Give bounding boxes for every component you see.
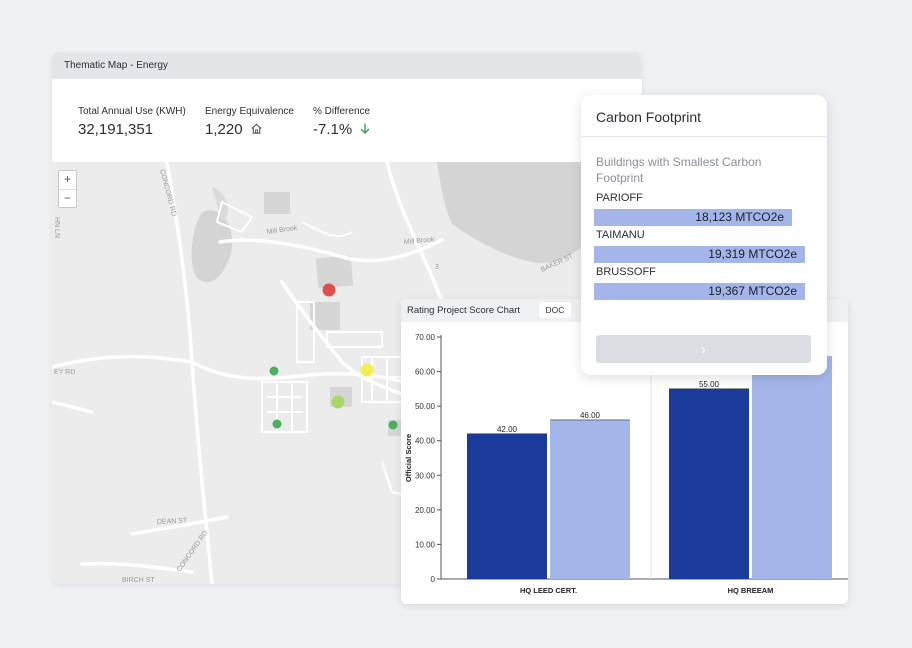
metric-percent-difference: % Difference -7.1% (313, 106, 371, 138)
street-label: BIRCH ST (122, 577, 155, 584)
map-marker-green[interactable] (388, 420, 398, 430)
metric-energy-equivalence: Energy Equivalence 1,220 (205, 106, 294, 138)
bar (550, 419, 630, 579)
category-label: HQ LEED CERT. (520, 586, 577, 595)
street-label: HN LN (53, 217, 60, 238)
map-title: Thematic Map - Energy (64, 60, 168, 71)
map-marker-yellow[interactable] (360, 363, 374, 377)
y-tick-label: 40.00 (415, 437, 436, 446)
street-label: DEAN ST (157, 517, 188, 526)
map-marker-light-green[interactable] (331, 395, 345, 409)
building-bar: 18,123 MTCO2e (594, 209, 792, 226)
metric-value: -7.1% (313, 121, 353, 138)
street-label: 3 (435, 264, 439, 271)
data-label: 42.00 (497, 425, 518, 434)
home-icon (251, 123, 262, 134)
y-tick-label: 60.00 (415, 368, 436, 377)
y-axis-label: Official Score (404, 434, 413, 482)
doc-button[interactable]: DOC (539, 302, 571, 318)
y-tick-label: 30.00 (415, 471, 436, 480)
zoom-in-button[interactable]: + (59, 171, 76, 190)
metric-value: 1,220 (205, 121, 243, 138)
metric-label: Total Annual Use (KWH) (78, 106, 186, 117)
bar (752, 356, 832, 579)
map-marker-green[interactable] (269, 366, 279, 376)
street-label: Mill Brook (266, 225, 298, 236)
building-name: BRUSSOFF (596, 266, 656, 278)
carbon-footprint-panel: Carbon Footprint Buildings with Smallest… (581, 95, 827, 375)
y-tick-label: 0 (431, 575, 436, 584)
street-label: Mill Brook (404, 236, 436, 246)
building-name: PARIOFF (596, 192, 643, 204)
map-header: Thematic Map - Energy (52, 52, 642, 79)
bar (669, 388, 749, 579)
map-marker-green[interactable] (272, 419, 282, 429)
building-bar: 19,319 MTCO2e (594, 246, 805, 263)
next-button[interactable]: › (596, 335, 811, 363)
y-tick-label: 70.00 (415, 333, 436, 342)
chart-title: Rating Project Score Chart (407, 305, 520, 316)
metrics-bar: Total Annual Use (KWH) 32,191,351 Energy… (52, 79, 642, 162)
map-marker-red[interactable] (322, 283, 336, 297)
data-label: 55.00 (699, 380, 720, 389)
zoom-control: + − (58, 170, 77, 208)
carbon-title: Carbon Footprint (596, 109, 702, 125)
data-label: 46.00 (580, 411, 601, 420)
metric-label: % Difference (313, 106, 371, 117)
building-bar: 19,367 MTCO2e (594, 283, 805, 300)
bar (467, 433, 547, 579)
building-name: TAIMANU (596, 229, 645, 241)
street-label: EY RD (54, 369, 75, 376)
metric-total-annual-use: Total Annual Use (KWH) 32,191,351 (78, 106, 186, 138)
y-tick-label: 20.00 (415, 506, 436, 515)
y-tick-label: 50.00 (415, 402, 436, 411)
category-label: HQ BREEAM (728, 586, 774, 595)
metric-value: 32,191,351 (78, 121, 154, 138)
zoom-out-button[interactable]: − (63, 191, 71, 205)
y-tick-label: 10.00 (415, 540, 436, 549)
bar-chart: 0 10.00 20.00 30.00 40.00 50.00 60.00 70.00 Offi… (404, 333, 848, 595)
carbon-subtitle: Buildings with Smallest Carbon Footprint (596, 155, 762, 185)
arrow-down-icon (360, 123, 370, 134)
divider (581, 136, 827, 137)
metric-label: Energy Equivalence (205, 106, 294, 117)
